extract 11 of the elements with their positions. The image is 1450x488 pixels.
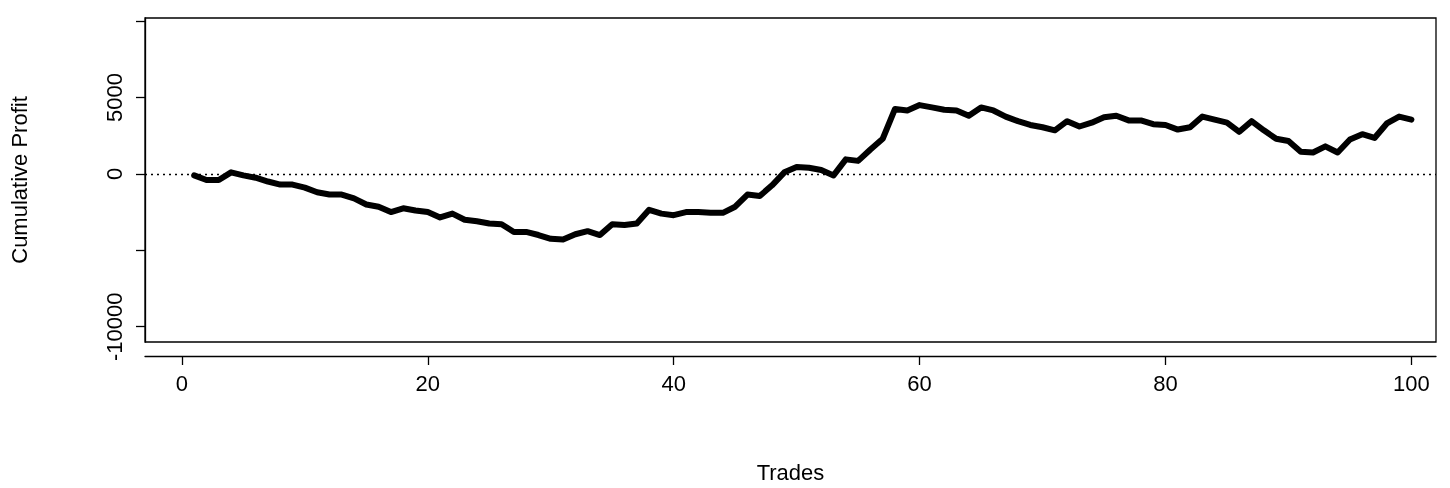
y-tick-label: -10000 bbox=[101, 292, 127, 361]
x-tick-label: 100 bbox=[1393, 370, 1430, 396]
y-tick-label: 0 bbox=[101, 167, 127, 181]
y-axis-title: Cumulative Profit bbox=[6, 96, 32, 264]
x-tick-label: 0 bbox=[175, 370, 189, 396]
y-tick-label: 5000 bbox=[101, 73, 127, 122]
x-tick-label: 80 bbox=[1153, 370, 1178, 396]
x-axis-title: Trades bbox=[756, 459, 825, 485]
x-tick-label: 60 bbox=[907, 370, 932, 396]
x-tick-label: 40 bbox=[661, 370, 686, 396]
x-tick-label: 20 bbox=[415, 370, 441, 396]
